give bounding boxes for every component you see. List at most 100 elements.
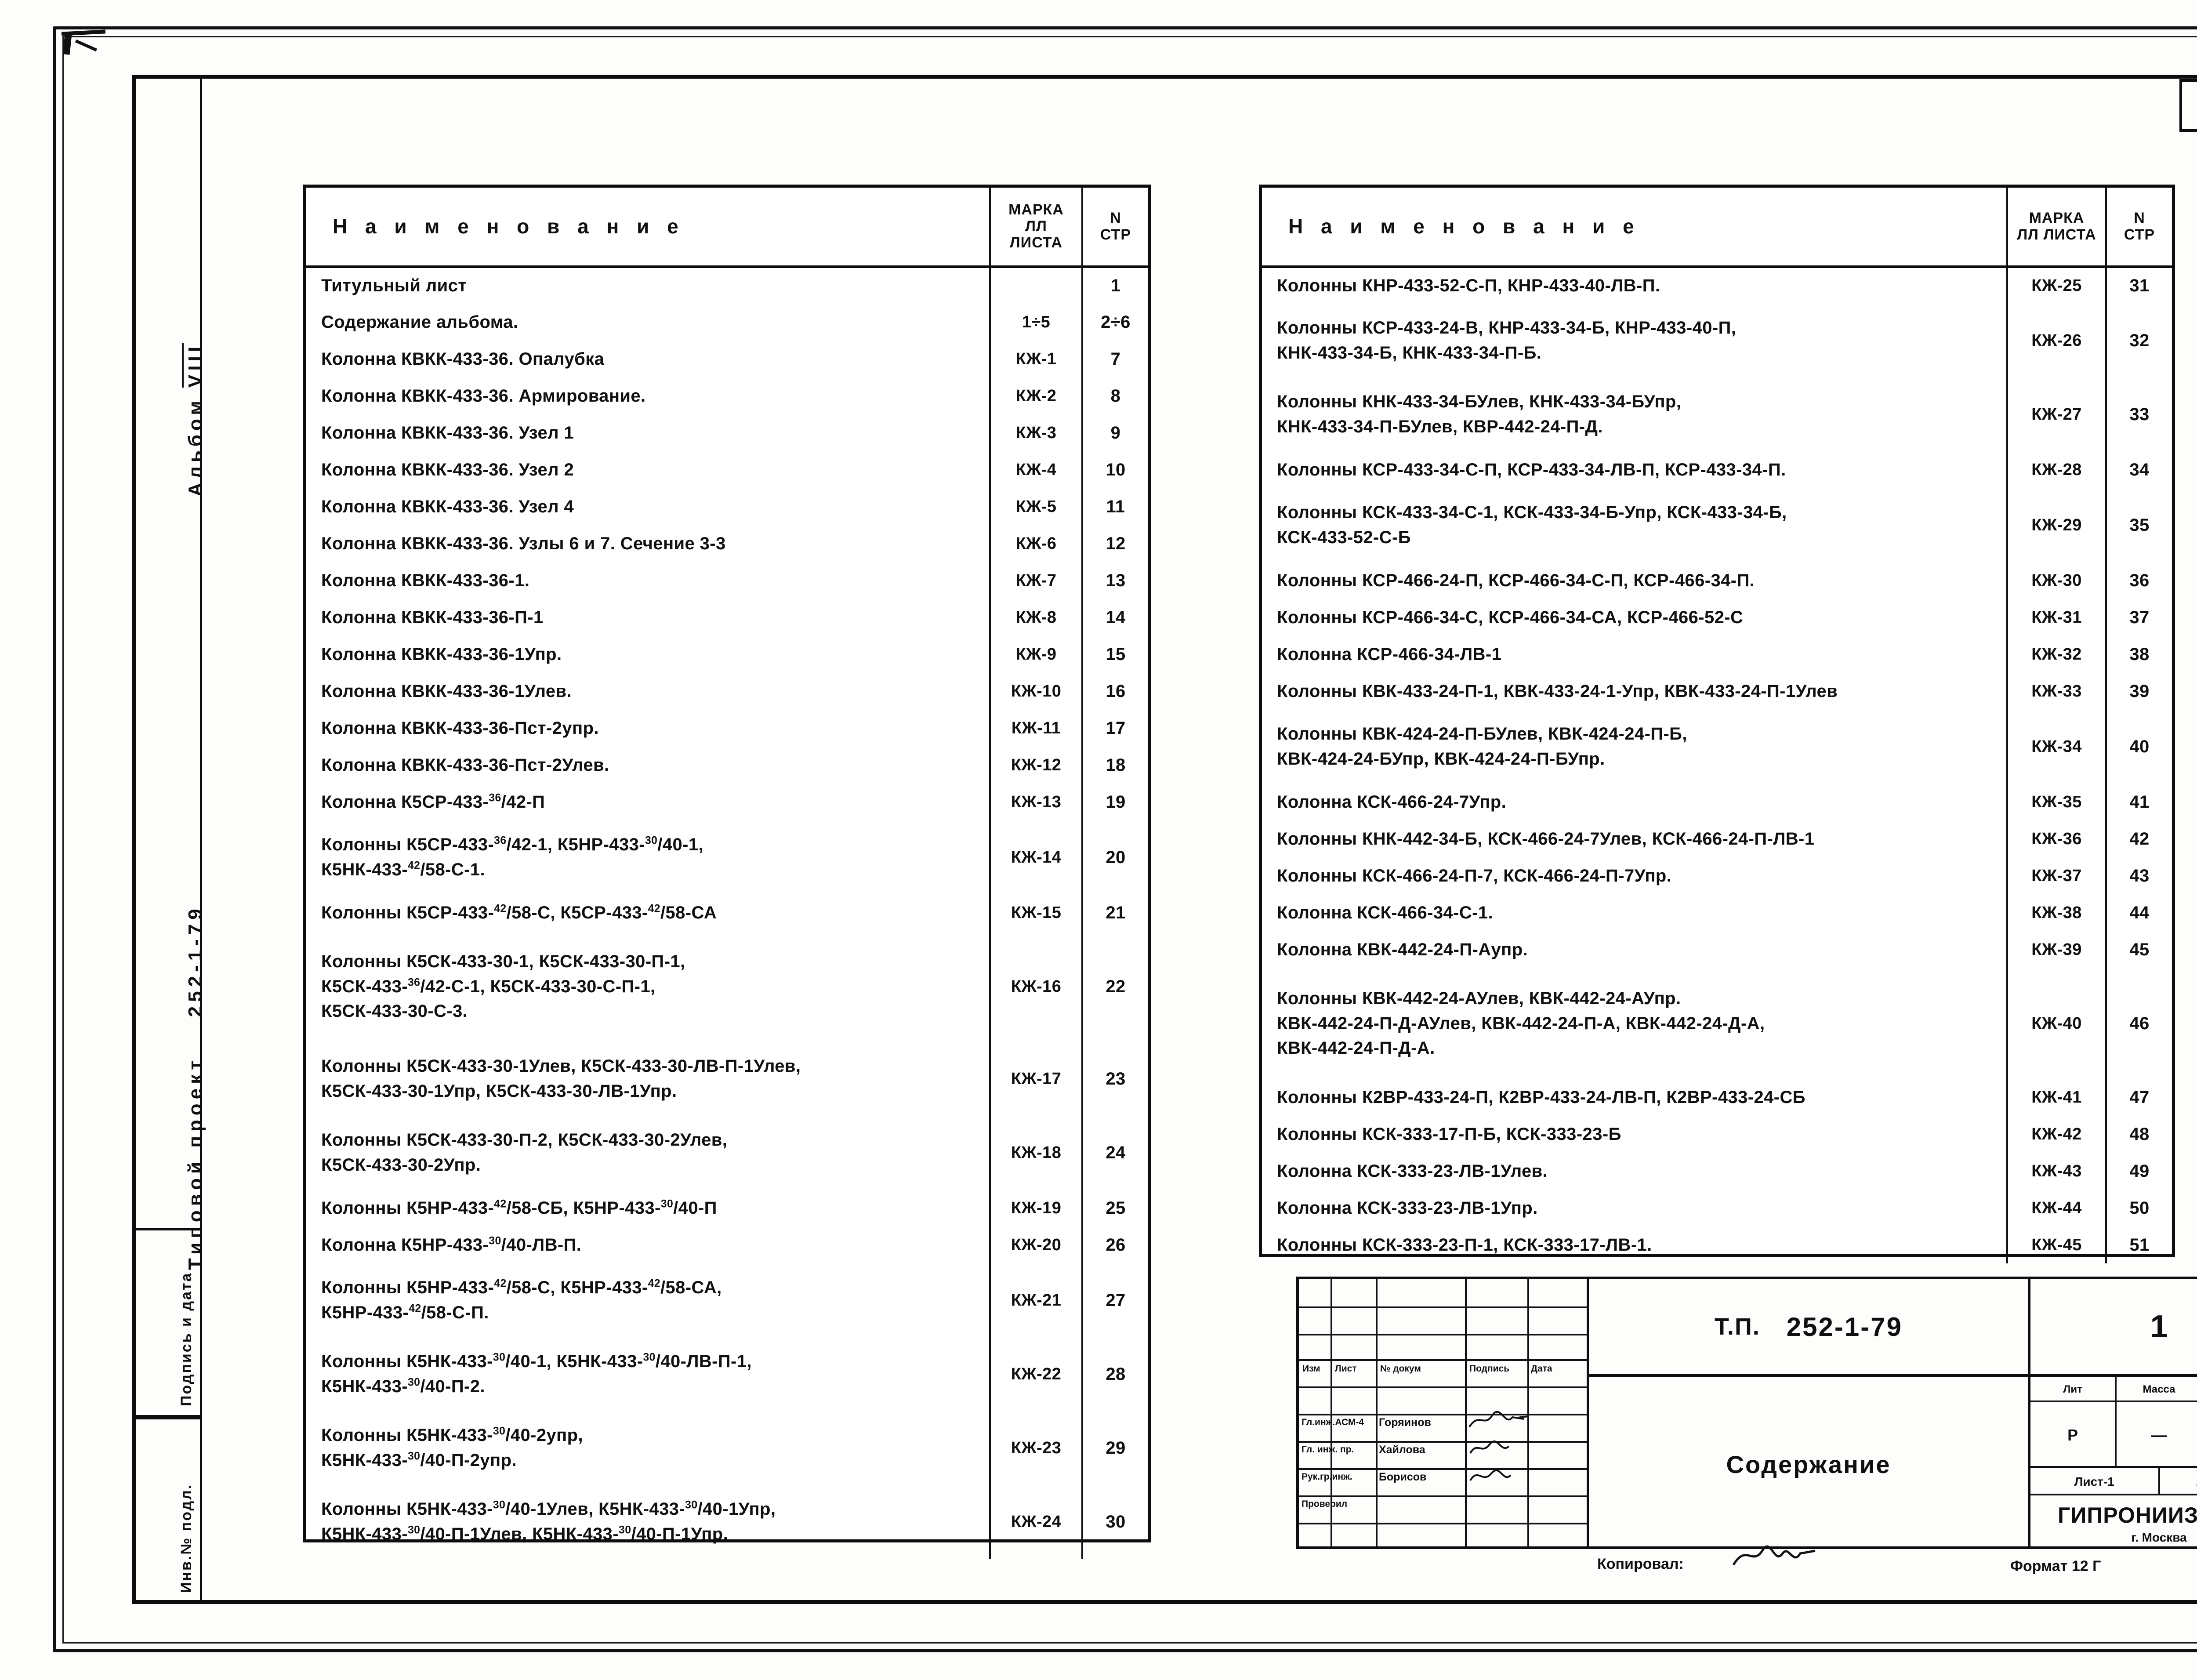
row-mark: КЖ-18 [989,1116,1082,1190]
album-roman-numeral: VIII [182,342,206,388]
row-mark: КЖ-38 [2006,894,2106,931]
row-name-line: Колонны КСК-333-17-П-Б, КСК-333-23-Б [1277,1124,1621,1144]
row-mark: КЖ-10 [989,673,1082,710]
row-page: 30 [1081,1485,1148,1559]
row-name-line: Колонны КСР-466-24-П, КСР-466-34-С-П, КС… [1277,570,1755,590]
table-row: Колонны К5НК-433-30/40-1, К5НК-433-30/40… [306,1337,1148,1411]
row-name: Колонны К5НР-433-42/58-СБ, К5НР-433-30/4… [306,1190,990,1226]
col-value-mass: — [2117,1402,2197,1466]
header-name: Н а и м е н о в а н и е [1262,188,2007,268]
row-name: Колонны КНР-433-52-С-П, КНР-433-40-ЛВ-П. [1262,267,2007,304]
signature-date-stamp-box: Подпись и дата [132,1228,202,1417]
row-mark: КЖ-23 [989,1411,1082,1485]
row-name-line: Колонна КВК-442-24-П-Аупр. [1277,940,1528,959]
row-name-line: Колонны КСК-433-34-С-1, КСК-433-34-Б-Упр… [1277,503,1787,523]
row-name-line: Колонны КВК-442-24-АУлев, КВК-442-24-АУп… [1277,988,1681,1008]
row-name-line: Колонна КСР-466-34-ЛВ-1 [1277,644,1502,664]
row-mark: КЖ-27 [2006,377,2106,451]
rev-header-docnum: № докум [1380,1364,1421,1374]
row-name: Колонны КСК-333-17-П-Б, КСК-333-23-Б [1262,1116,2007,1153]
row-name: Колонна КВК-442-24-П-Аупр. [1262,931,2007,968]
table-row: Колонна КВК-442-24-П-Аупр. КЖ-39 45 [1262,931,2172,968]
row-mark: КЖ-5 [989,488,1082,525]
row-name-line: Колонны К5НК-433-30/40-2упр, [321,1425,584,1445]
row-page: 21 [1081,894,1148,931]
row-mark: КЖ-20 [989,1226,1082,1263]
row-page: 18 [1081,747,1148,784]
row-page: 40 [2105,710,2172,784]
table-row: Колонны К2ВР-433-24-П, К2ВР-433-24-ЛВ-П,… [1262,1079,2172,1116]
doc-prefix: Т.П. [1715,1314,1760,1340]
row-page: 14 [1081,599,1148,636]
row-page: 31 [2105,267,2172,304]
row-name-line: КСК-433-52-С-Б [1277,528,1411,547]
row-name-line: Колонны КНР-433-52-С-П, КНР-433-40-ЛВ-П. [1277,276,1660,296]
organization-block: ГИПРОНИИЗДРАВ г. Москва [2030,1495,2197,1552]
row-mark: КЖ-11 [989,710,1082,747]
album-label: Альбом VIII [182,342,207,497]
toc-body-left: Титульный лист 1 Содержание альбома. 1÷5 2÷6… [306,267,1148,1559]
row-name: Титульный лист [306,267,990,304]
row-name: Колонна КВКК-433-36. Узел 4 [306,488,990,525]
role-name-1: Хайлова [1379,1444,1425,1456]
row-name: Колонны К5СК-433-30-1, К5СК-433-30-П-1, К… [306,931,990,1042]
row-name: Колонна КВКК-433-36-1Улев. [306,673,990,710]
row-name-line: Титульный лист [321,276,467,296]
header-page: N СТР [2105,188,2172,268]
row-mark: КЖ-30 [2006,562,2106,599]
row-name-line: Колонны К2ВР-433-24-П, К2ВР-433-24-ЛВ-П,… [1277,1087,1805,1107]
row-name-line: Колонна КВКК-433-36-Пст-2упр. [321,718,599,738]
role-label-2: Рук.гр.инж. [1302,1472,1352,1482]
rev-header-date: Дата [1531,1364,1552,1374]
row-page: 23 [1081,1042,1148,1116]
row-name: Колонна КВКК-433-36. Опалубка [306,341,990,377]
organization-city: г. Москва [2131,1531,2187,1544]
row-page: 26 [1081,1226,1148,1263]
row-mark: КЖ-32 [2006,636,2106,673]
revision-table: Изм Лист № докум Подпись Дата Гл.инж.АСМ… [1299,1279,1589,1546]
row-name-line: Колонны КВК-424-24-П-БУлев, КВК-424-24-П… [1277,724,1687,744]
row-name: Колонны КСР-466-34-С, КСР-466-34-СА, КСР… [1262,599,2007,636]
row-name-line: Колонна КВКК-433-36. Узел 1 [321,423,574,443]
row-page: 32 [2105,304,2172,377]
row-name-line: Колонны КСР-433-24-В, КНР-433-34-Б, КНР-… [1277,318,1737,338]
table-row: Колонна КВКК-433-36. Опалубка КЖ-1 7 [306,341,1148,377]
table-row: Колонна КВКК-433-36-П-1 КЖ-8 14 [306,599,1148,636]
table-row: Содержание альбома. 1÷5 2÷6 [306,304,1148,341]
row-name-line: Колонна КСК-466-34-С-1. [1277,903,1493,922]
row-mark [989,267,1082,304]
row-name: Колонны КВК-433-24-П-1, КВК-433-24-1-Упр… [1262,673,2007,710]
row-page: 8 [1081,377,1148,414]
table-row: Колонна КВКК-433-36. Узлы 6 и 7. Сечение… [306,525,1148,562]
role-label-1: Гл. инж. пр. [1302,1444,1354,1455]
row-name: Колонны К5НК-433-30/40-2упр, К5НК-433-30/… [306,1411,990,1485]
table-row: Колонна К5НР-433-30/40-ЛВ-П. КЖ-20 26 [306,1226,1148,1263]
row-name-line: Колонны К5СР-433-42/58-С, К5СР-433-42/58… [321,903,717,922]
row-mark: КЖ-17 [989,1042,1082,1116]
table-row: Колонны К5СР-433-42/58-С, К5СР-433-42/58… [306,894,1148,931]
row-name: Колонны К5СК-433-30-1Улев, К5СК-433-30-Л… [306,1042,990,1116]
row-name: Колонна КВКК-433-36. Узел 1 [306,414,990,451]
row-name-line: К5СК-433-36/42-С-1, К5СК-433-30-С-П-1, [321,976,656,996]
header-mark-line2: ЛЛ ЛИСТА [1009,218,1063,251]
row-name-line: Колонна КВКК-433-36-1Упр. [321,644,562,664]
row-name: Колонны КСР-466-24-П, КСР-466-34-С-П, КС… [1262,562,2007,599]
table-row: Колонна КСК-333-23-ЛВ-1Упр. КЖ-44 50 [1262,1190,2172,1226]
header-mark-line1: МАРКА [2029,210,2085,227]
row-mark: КЖ-41 [2006,1079,2106,1116]
header-mark-line1: МАРКА [1008,201,1064,218]
signature-mark-1 [1467,1437,1533,1458]
row-name-line: Колонна КВКК-433-36-П-1 [321,607,544,627]
row-name-line: КВК-424-24-БУпр, КВК-424-24-П-БУпр. [1277,749,1605,769]
row-name-line: Колонна КВКК-433-36. Узел 4 [321,497,574,516]
row-name: Колонна КВКК-433-36. Узлы 6 и 7. Сечение… [306,525,990,562]
row-name-line: Колонны КСК-333-23-П-1, КСК-333-17-ЛВ-1. [1277,1235,1652,1255]
rev-header-sign: Подпись [1469,1364,1510,1374]
row-page: 43 [2105,857,2172,894]
column-headers: Лит Масса Масштаб [2030,1377,2197,1402]
row-name-line: Колонна К5СР-433-36/42-П [321,792,545,812]
row-mark: КЖ-28 [2006,451,2106,488]
row-name-line: Колонна КВКК-433-36-1. [321,570,530,590]
header-mark: МАРКА ЛЛ ЛИСТА [2006,188,2106,268]
row-name-line: Колонны К5СР-433-36/42-1, К5НР-433-30/40… [321,835,704,855]
